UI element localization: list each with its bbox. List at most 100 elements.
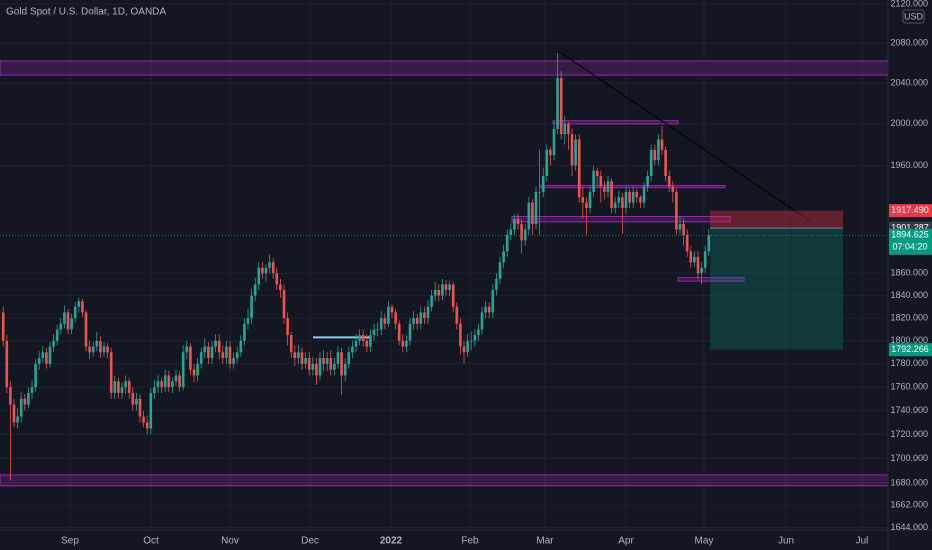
candle-body: [379, 318, 383, 330]
candle-body: [693, 256, 696, 263]
candle-body: [653, 149, 657, 161]
y-tick-label: 1740.000: [890, 405, 928, 415]
candle-body: [401, 340, 405, 347]
candle-body: [412, 318, 415, 324]
candle-body: [527, 202, 531, 230]
candle-body: [52, 340, 55, 347]
y-tick-label: 2080.000: [890, 37, 928, 47]
candle-body: [160, 381, 163, 388]
candle-body: [210, 346, 214, 359]
stop-zone: [710, 210, 843, 229]
candle-body: [361, 335, 365, 341]
candle-body: [124, 381, 127, 388]
candle-body: [541, 176, 545, 192]
candle-body: [502, 251, 505, 263]
candle-body: [196, 363, 199, 376]
candle-body: [343, 363, 347, 376]
candle-body: [538, 191, 541, 193]
candle-body: [95, 340, 99, 347]
last-price-label: 1894.625: [891, 230, 929, 240]
candle-body: [394, 312, 397, 324]
candle-body: [289, 335, 293, 353]
candle-body: [642, 186, 646, 203]
candle-body: [646, 176, 649, 187]
candle-body: [599, 176, 603, 187]
candle-body: [199, 352, 203, 364]
candle-body: [131, 392, 135, 405]
candle-body: [192, 369, 196, 376]
candle-body: [556, 78, 559, 130]
candle-body: [631, 191, 635, 203]
candle-body: [473, 335, 477, 341]
axes: 2120.000 2080.000 2040.000 2000.000 1960.000…: [61, 0, 932, 547]
candle-body: [59, 323, 63, 330]
candle-body: [99, 340, 102, 353]
candle-body: [595, 170, 599, 177]
y-tick-label: 1700.000: [890, 453, 928, 463]
candle-body: [628, 191, 631, 203]
candle-body: [415, 318, 419, 324]
y-tick-label: 2040.000: [890, 77, 928, 87]
candle-body: [444, 284, 448, 290]
candle-body: [185, 346, 189, 353]
last-price-label-countdown: 07:04:20: [892, 242, 927, 252]
candle-body: [311, 363, 315, 370]
candle-body: [477, 329, 480, 336]
candle-body: [682, 224, 685, 235]
candle-body: [127, 381, 131, 393]
stop-price-label: 1917.490: [891, 205, 929, 215]
candle-body: [408, 323, 412, 341]
candle-body: [588, 191, 592, 208]
candle-body: [81, 301, 84, 313]
x-tick-label: Sep: [61, 536, 79, 547]
candle-body: [163, 375, 167, 388]
candle-body: [549, 149, 552, 155]
candle-body: [181, 352, 185, 388]
candle-body: [675, 191, 678, 230]
candle-body: [232, 358, 235, 364]
candle-body: [545, 149, 549, 177]
candle-body: [678, 224, 682, 230]
candle-body: [372, 329, 376, 336]
candle-body: [466, 340, 469, 353]
y-tick-label: 1662.000: [890, 499, 928, 509]
y-tick-label: 1760.000: [890, 381, 928, 391]
candle-body: [113, 381, 117, 393]
candle-body: [383, 318, 387, 324]
candle-body: [336, 352, 340, 364]
candle-body: [117, 381, 120, 393]
x-tick-label: Nov: [221, 536, 239, 547]
candle-body: [91, 346, 95, 353]
candle-body: [423, 312, 426, 319]
candle-body: [624, 191, 628, 208]
candle-body: [513, 218, 516, 230]
candle-body: [433, 289, 437, 296]
candle-body: [63, 312, 66, 324]
y-tick-label: 1960.000: [890, 160, 928, 170]
candle-body: [37, 358, 41, 364]
candle-body: [340, 352, 343, 376]
candle-body: [441, 284, 444, 296]
candle-body: [203, 346, 207, 353]
candle-body: [635, 191, 639, 198]
candle-body: [304, 358, 307, 364]
candle-body: [16, 416, 19, 423]
candle-body: [23, 398, 27, 405]
candle-body: [484, 306, 487, 313]
candle-body: [610, 181, 613, 208]
candle-body: [153, 387, 156, 393]
candle-body: [243, 323, 246, 341]
candle-body: [455, 306, 459, 324]
y-tick-label: 2120.000: [890, 0, 928, 8]
candle-body: [322, 358, 325, 364]
stop-price-label-bg: [889, 204, 932, 218]
candle-body: [523, 229, 527, 241]
candle-body: [592, 170, 595, 192]
candle-body: [239, 340, 243, 353]
candle-body: [390, 306, 394, 313]
candle-body: [469, 340, 473, 342]
candle-body: [282, 289, 286, 319]
target-price-label-bg: [889, 343, 932, 357]
candle-body: [585, 202, 588, 208]
